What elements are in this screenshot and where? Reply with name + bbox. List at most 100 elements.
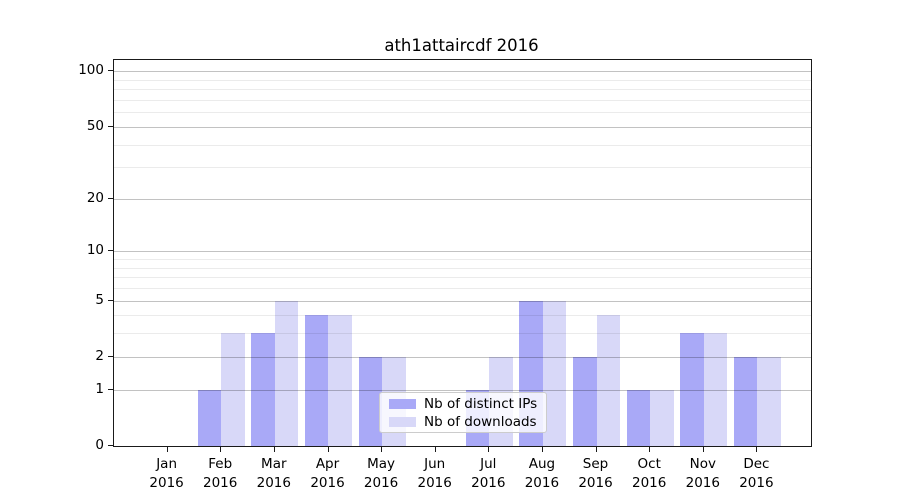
minor-gridline-4 [114, 315, 811, 317]
legend-item-distinct-ips: Nb of distinct IPs [380, 397, 546, 411]
x-tick-label-mar: Mar 2016 [239, 455, 309, 493]
month-year: 2016 [417, 475, 452, 491]
bar-apr-ips [304, 315, 329, 446]
bar-sep-ips [573, 356, 597, 446]
x-tick-mark-oct [649, 447, 651, 452]
y-tick-mark-5 [108, 299, 113, 301]
x-tick-mark-mar [273, 447, 275, 452]
minor-gridline-60 [114, 112, 811, 114]
x-tick-mark-dec [756, 447, 758, 452]
y-tick-label-10: 10 [86, 242, 104, 259]
month-name: Nov [689, 456, 716, 472]
month-name: Feb [208, 456, 233, 472]
bar-sep-downloads [596, 315, 621, 446]
month-year: 2016 [149, 475, 184, 491]
month-name: Mar [261, 456, 287, 472]
minor-gridline-70 [114, 99, 811, 101]
y-tick-label-5: 5 [95, 291, 104, 308]
month-year: 2016 [685, 475, 720, 491]
minor-gridline-90 [114, 79, 811, 81]
bar-oct-downloads [650, 389, 674, 446]
bar-mar-ips [251, 333, 275, 446]
bar-dec-ips [733, 356, 758, 446]
minor-gridline-80 [114, 89, 811, 91]
chart-title: ath1attaircdf 2016 [384, 36, 539, 55]
major-gridline-100 [114, 71, 811, 73]
x-tick-mark-jan [166, 447, 168, 452]
y-tick-label-100: 100 [78, 62, 104, 79]
month-name: Oct [637, 456, 661, 472]
major-gridline-50 [114, 126, 811, 128]
x-tick-label-feb: Feb 2016 [185, 455, 255, 493]
y-tick-label-1: 1 [95, 380, 104, 397]
x-tick-label-aug: Aug 2016 [507, 455, 577, 493]
minor-gridline-30 [114, 167, 811, 169]
legend-label-downloads: Nb of downloads [424, 413, 537, 430]
y-tick-mark-2 [108, 355, 113, 357]
major-gridline-10 [114, 251, 811, 253]
y-tick-label-20: 20 [86, 189, 104, 206]
y-tick-label-50: 50 [86, 117, 104, 134]
legend: Nb of distinct IPs Nb of downloads [379, 392, 547, 433]
y-tick-mark-100 [108, 70, 113, 72]
bar-nov-ips [680, 333, 704, 446]
month-year: 2016 [632, 475, 667, 491]
legend-label-distinct-ips: Nb of distinct IPs [424, 395, 538, 412]
month-name: Aug [528, 456, 556, 472]
major-gridline-5 [114, 300, 811, 302]
plot-canvas [114, 60, 811, 446]
month-name: Jun [424, 456, 446, 472]
legend-swatch-downloads [389, 416, 416, 427]
month-year: 2016 [256, 475, 291, 491]
y-tick-mark-10 [108, 250, 113, 252]
bar-feb-ips [197, 389, 222, 446]
x-tick-label-jan: Jan 2016 [132, 455, 202, 493]
bar-feb-downloads [221, 333, 245, 446]
x-tick-mark-aug [541, 447, 543, 452]
minor-gridline-40 [114, 144, 811, 146]
month-year: 2016 [471, 475, 506, 491]
plot-area: Nb of distinct IPs Nb of downloads [113, 59, 812, 447]
x-tick-label-jun: Jun 2016 [400, 455, 470, 493]
bar-dec-downloads [757, 356, 781, 446]
minor-gridline-7 [114, 277, 811, 279]
x-tick-mark-nov [702, 447, 704, 452]
major-gridline-20 [114, 198, 811, 200]
month-year: 2016 [578, 475, 613, 491]
y-tick-mark-20 [108, 197, 113, 199]
x-tick-mark-jun [434, 447, 436, 452]
bar-may-ips [358, 356, 383, 446]
y-tick-mark-50 [108, 125, 113, 127]
month-name: May [367, 456, 396, 472]
month-year: 2016 [310, 475, 345, 491]
y-tick-label-2: 2 [95, 347, 104, 364]
month-name: Jan [156, 456, 177, 472]
y-tick-label-0: 0 [95, 437, 104, 453]
x-tick-label-nov: Nov 2016 [668, 455, 738, 493]
month-name: Sep [582, 456, 609, 472]
minor-gridline-9 [114, 259, 811, 260]
bar-oct-ips [626, 389, 651, 446]
bar-apr-downloads [328, 315, 352, 446]
y-tick-mark-0 [108, 445, 113, 446]
x-tick-label-dec: Dec 2016 [721, 455, 791, 493]
month-name: Apr [315, 456, 340, 472]
month-name: Jul [480, 456, 497, 472]
x-tick-label-jul: Jul 2016 [453, 455, 523, 493]
month-year: 2016 [739, 475, 774, 491]
x-tick-label-oct: Oct 2016 [614, 455, 684, 493]
minor-gridline-8 [114, 267, 811, 269]
legend-swatch-distinct-ips [389, 398, 416, 409]
bar-mar-downloads [274, 300, 299, 446]
month-name: Dec [743, 456, 770, 472]
month-year: 2016 [203, 475, 238, 491]
bar-aug-downloads [542, 300, 567, 446]
month-year: 2016 [524, 475, 560, 491]
x-tick-mark-jul [488, 447, 490, 452]
legend-item-downloads: Nb of downloads [380, 415, 546, 429]
x-tick-mark-feb [220, 447, 222, 452]
month-year: 2016 [363, 475, 399, 491]
minor-gridline-6 [114, 288, 811, 289]
x-tick-label-apr: Apr 2016 [293, 455, 363, 493]
y-tick-mark-1 [108, 388, 113, 390]
